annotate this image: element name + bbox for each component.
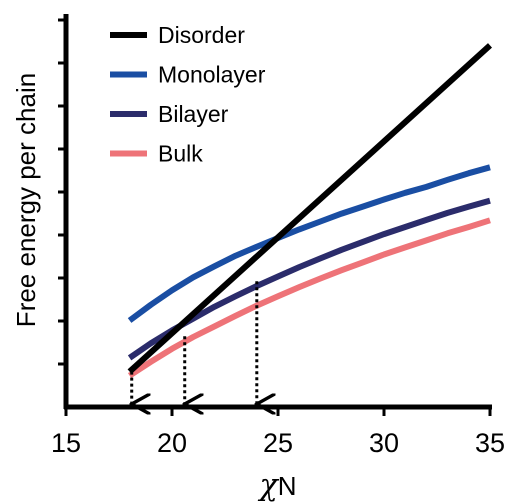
y-axis-title: Free energy per chain — [11, 73, 41, 327]
series-line-disorder — [127, 43, 493, 374]
legend-label-bulk: Bulk — [158, 141, 203, 167]
x-tick-label: 20 — [157, 428, 187, 458]
x-tick-label: 30 — [369, 428, 399, 458]
x-tick-label: 15 — [51, 428, 81, 458]
x-tick-label: 25 — [263, 428, 293, 458]
legend-label-monolayer: Monolayer — [158, 62, 266, 88]
x-axis-title: χN — [258, 468, 297, 503]
legend-label-disorder: Disorder — [158, 22, 245, 48]
legend: Disorder Monolayer Bilayer Bulk — [110, 22, 266, 167]
series-line-monolayer — [127, 164, 491, 323]
series-line-bulk — [127, 217, 491, 379]
legend-label-bilayer: Bilayer — [158, 101, 229, 127]
x-tick-label: 35 — [475, 428, 505, 458]
